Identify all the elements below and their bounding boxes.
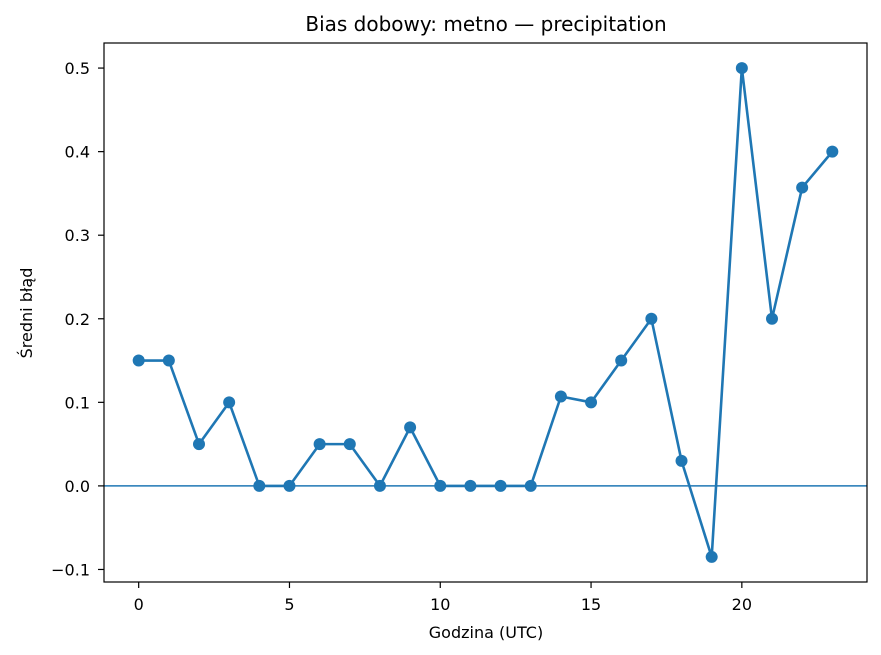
data-point [404, 421, 417, 434]
data-point [343, 438, 356, 451]
y-tick-label: 0.1 [65, 393, 90, 412]
data-point [554, 390, 567, 403]
data-point [464, 479, 477, 492]
data-point [283, 479, 296, 492]
data-point [826, 145, 839, 158]
data-point [615, 354, 628, 367]
data-point [524, 479, 537, 492]
y-tick-label: −0.1 [51, 560, 90, 579]
data-point [373, 479, 386, 492]
data-point [132, 354, 145, 367]
data-point [434, 479, 447, 492]
chart-title: Bias dobowy: metno — precipitation [305, 12, 666, 36]
x-tick-label: 0 [134, 595, 144, 614]
y-tick-label: 0.5 [65, 59, 90, 78]
axes-frame [103, 42, 868, 583]
data-point [313, 438, 326, 451]
y-axis-label: Średni błąd [17, 268, 36, 359]
y-tick-label: 0.3 [65, 226, 90, 245]
data-point [494, 479, 507, 492]
x-axis-label: Godzina (UTC) [429, 623, 543, 642]
data-point [645, 312, 658, 325]
data-point [796, 181, 809, 194]
series-line [138, 66, 834, 559]
y-tick-label: 0.0 [65, 477, 90, 496]
data-point [223, 396, 236, 409]
y-tick-label: 0.2 [65, 310, 90, 329]
x-tick-label: 20 [732, 595, 752, 614]
data-point [192, 438, 205, 451]
data-point [675, 454, 688, 467]
data-point [253, 479, 266, 492]
x-tick-label: 5 [284, 595, 294, 614]
data-point [735, 62, 748, 75]
data-point [705, 550, 718, 563]
plot-area: 0 5 10 15 20 −0.1 0.0 0.1 0.2 0.3 0.4 0.5 [51, 42, 868, 614]
data-point [766, 312, 779, 325]
data-point [162, 354, 175, 367]
x-tick-label: 10 [430, 595, 450, 614]
data-point [585, 396, 598, 409]
x-tick-label: 15 [581, 595, 601, 614]
y-tick-label: 0.4 [65, 143, 90, 162]
